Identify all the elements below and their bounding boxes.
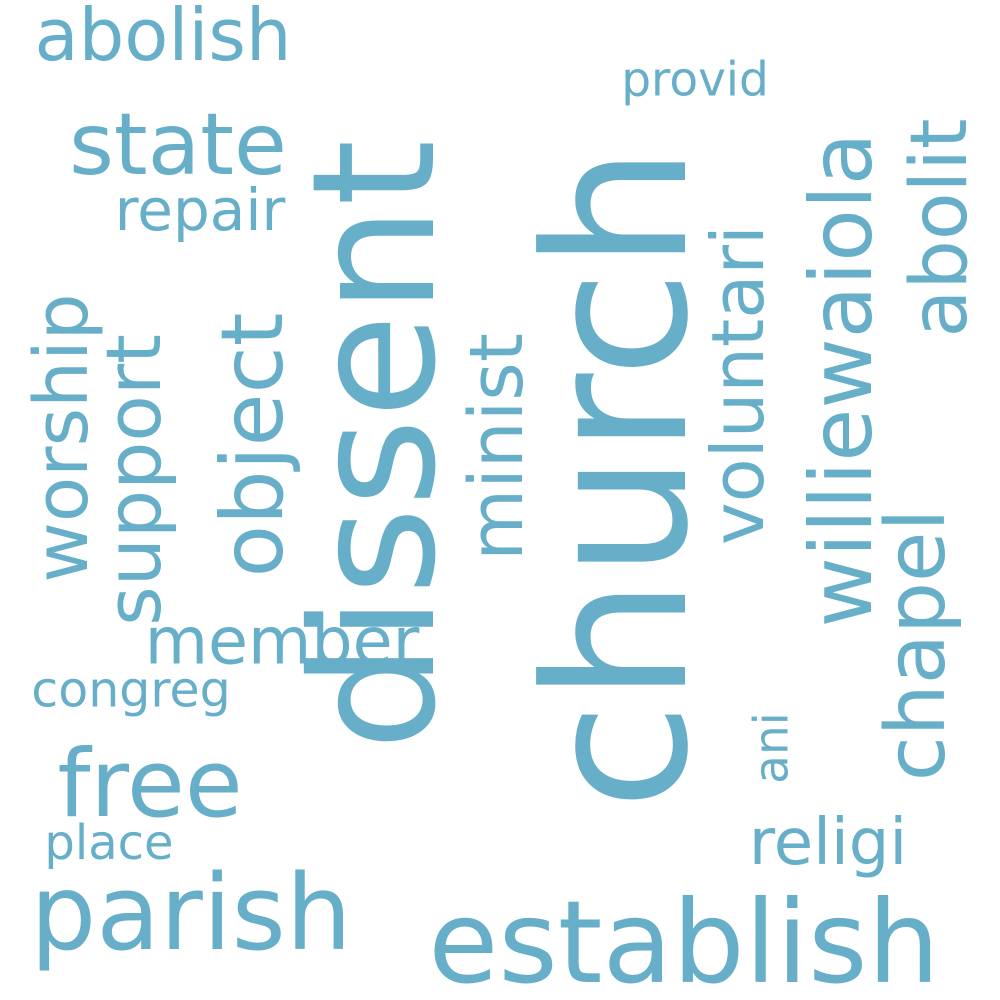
word-state: state (69, 95, 287, 195)
word-congreg: congreg (31, 661, 231, 719)
word-abolit: abolit (895, 118, 985, 338)
word-repair: repair (114, 176, 286, 244)
word-abolish: abolish (34, 0, 292, 77)
word-minist: minist (454, 333, 540, 561)
word-support: support (89, 334, 178, 626)
word-church: church (504, 145, 732, 811)
word-establish: establish (428, 876, 940, 1000)
word-worship: worship (19, 293, 105, 583)
word-ani: ani (744, 712, 800, 784)
word-free: free (57, 730, 243, 839)
word-member: member (144, 604, 420, 680)
word-chapel: chapel (869, 508, 964, 782)
word-voluntari: voluntari (696, 225, 780, 545)
word-dissent: dissent (276, 139, 474, 751)
word-provid: provid (621, 52, 769, 108)
word-parish: parish (30, 852, 352, 974)
word-object: object (203, 312, 303, 578)
word-place: place (44, 815, 174, 871)
word-religi: religi (748, 806, 908, 880)
